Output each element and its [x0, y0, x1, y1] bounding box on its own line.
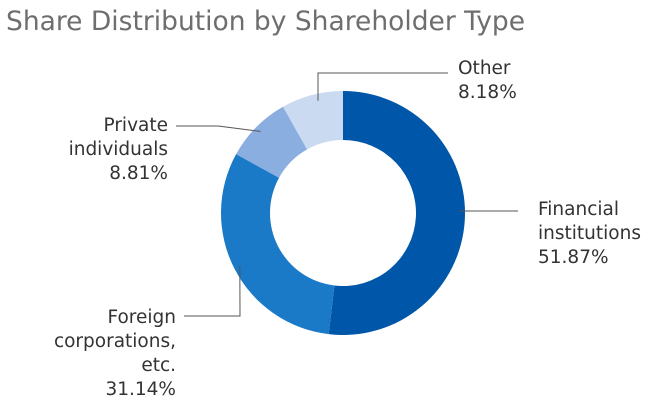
slice-value-label: 51.87% — [538, 247, 609, 268]
slice-other — [283, 91, 343, 150]
chart-title: Share Distribution by Shareholder Type — [6, 6, 526, 37]
slice-name-line: Other — [458, 58, 511, 79]
slice-value-label: 8.18% — [458, 82, 517, 103]
slice-name-line: Foreign — [107, 307, 177, 328]
slice-name-line: etc. — [141, 355, 176, 376]
slice-private-individuals — [236, 106, 308, 178]
slice-name-line: Financial — [538, 199, 620, 220]
label-financial-institutions: Financial institutions 51.87% — [538, 198, 641, 270]
slice-name-line: Private — [103, 115, 169, 136]
label-foreign-corporations-etc: Foreign corporations, etc. 31.14% — [54, 306, 176, 402]
slice-foreign-corporations-etc — [221, 154, 335, 335]
slice-name-line: individuals — [68, 139, 168, 160]
slice-value-label: 8.81% — [109, 163, 168, 184]
slice-value-label: 31.14% — [105, 379, 176, 400]
label-other: Other 8.18% — [458, 57, 517, 105]
slice-name-line: corporations, — [53, 331, 176, 352]
leader-line-foreign-corporations-etc — [184, 266, 241, 317]
leader-line-private-individuals — [176, 125, 261, 132]
slice-financial-institutions — [328, 91, 466, 336]
slice-name-line: institutions — [538, 223, 641, 244]
label-private-individuals: Private individuals 8.81% — [69, 114, 168, 186]
leader-line-other — [317, 72, 448, 101]
